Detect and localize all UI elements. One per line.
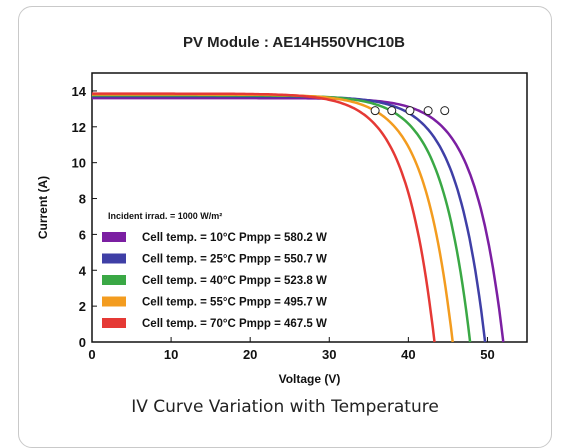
y-axis-label: Current (A) <box>36 176 50 239</box>
y-tick-label: 10 <box>72 156 86 171</box>
chart-card <box>18 6 552 448</box>
mpp-marker <box>370 106 380 116</box>
legend-label: Cell temp. = 40°C Pmpp = 523.8 W <box>142 275 327 287</box>
y-tick-label: 14 <box>72 84 87 99</box>
legend-swatch <box>102 296 126 307</box>
legend-swatch <box>102 318 126 328</box>
iv-chart: PV Module : AE14H550VHC10B 0 10 20 30 40 50 0 2 4… <box>36 34 528 386</box>
legend-label: Cell temp. = 70°C Pmpp = 467.5 W <box>142 318 327 330</box>
y-tick-label: 6 <box>79 227 86 242</box>
x-tick-label: 10 <box>164 347 178 362</box>
legend-label: Cell temp. = 10°C Pmpp = 580.2 W <box>142 232 327 244</box>
mpp-marker <box>405 106 415 116</box>
x-tick-label: 40 <box>401 347 415 362</box>
legend-header: Incident irrad. = 1000 W/m² <box>108 211 222 221</box>
legend-swatch <box>102 253 126 264</box>
x-tick-label: 20 <box>243 347 257 362</box>
y-tick-label: 0 <box>79 335 86 350</box>
chart-title: PV Module : AE14H550VHC10B <box>183 34 405 51</box>
y-tick-label: 8 <box>79 192 86 207</box>
legend-label: Cell temp. = 55°C Pmpp = 495.7 W <box>142 297 327 309</box>
legend-label: Cell temp. = 25°C Pmpp = 550.7 W <box>142 254 327 266</box>
mpp-marker <box>423 106 433 116</box>
series-line <box>92 96 505 343</box>
y-tick-label: 12 <box>72 120 86 135</box>
y-tick-label: 2 <box>79 299 86 314</box>
y-tick-label: 4 <box>79 263 87 278</box>
mpp-marker <box>387 106 397 116</box>
chart-caption: IV Curve Variation with Temperature <box>131 397 439 417</box>
series-line <box>92 92 436 343</box>
legend-swatch <box>102 232 126 242</box>
x-tick-label: 30 <box>322 347 336 362</box>
x-tick-label: 50 <box>480 347 494 362</box>
x-tick-label: 0 <box>88 347 95 362</box>
legend-swatch <box>102 275 126 285</box>
x-axis-label: Voltage (V) <box>279 372 341 386</box>
mpp-marker <box>440 106 450 116</box>
plot-frame <box>91 72 528 343</box>
